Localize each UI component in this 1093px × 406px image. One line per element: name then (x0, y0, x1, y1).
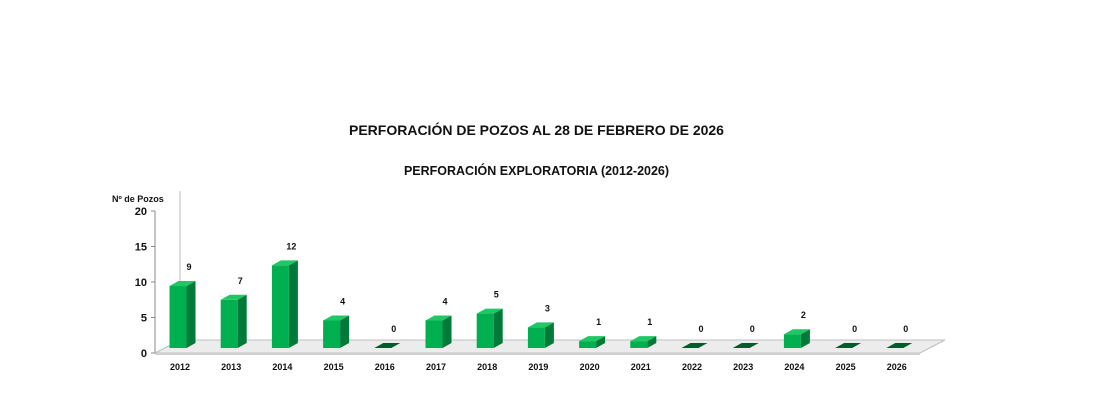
data-label: 12 (286, 241, 296, 251)
chart-title: PERFORACIÓN DE POZOS AL 28 DE FEBRERO DE… (349, 122, 724, 138)
data-label: 9 (186, 262, 191, 272)
x-tick-label: 2018 (477, 362, 497, 372)
bar-zero (681, 343, 708, 348)
x-tick-label: 2019 (528, 362, 548, 372)
bar-top (783, 329, 810, 335)
bar-front (323, 320, 341, 348)
data-label: 1 (596, 317, 601, 327)
x-tick-label: 2016 (375, 362, 395, 372)
data-label: 1 (647, 317, 652, 327)
bar-zero (374, 343, 401, 348)
y-tick-label: 0 (141, 348, 147, 360)
data-label: 3 (545, 303, 550, 313)
bar-side (596, 336, 606, 348)
bar-top (630, 336, 657, 342)
data-label: 4 (340, 296, 345, 306)
bar-side (288, 260, 298, 348)
x-tick-label: 2012 (170, 362, 190, 372)
data-label: 0 (391, 324, 396, 334)
y-axis-label: Nº de Pozos (112, 194, 164, 204)
data-label: 0 (750, 324, 755, 334)
x-tick-label: 2025 (836, 362, 856, 372)
bar-side (647, 336, 657, 348)
bar-front (579, 341, 597, 348)
x-tick-label: 2021 (631, 362, 651, 372)
data-label: 0 (698, 324, 703, 334)
y-tick-label: 20 (135, 206, 147, 218)
bar-top (169, 281, 196, 287)
x-tick-label: 2015 (324, 362, 344, 372)
y-tick-label: 15 (135, 242, 147, 254)
bar-front (169, 286, 187, 348)
floor-edge (155, 353, 920, 355)
bar-side (493, 308, 503, 348)
bar-front (271, 265, 289, 348)
x-tick-label: 2022 (682, 362, 702, 372)
bar-side (442, 315, 452, 348)
y-tick-label: 10 (135, 277, 147, 289)
bar-zero (732, 343, 759, 348)
bar-zero (886, 343, 913, 348)
x-tick-label: 2014 (272, 362, 292, 372)
data-label: 4 (442, 296, 447, 306)
data-label: 2 (801, 310, 806, 320)
data-label: 0 (903, 324, 908, 334)
bar-front (527, 327, 545, 348)
bar-side (237, 294, 247, 348)
bar-front (783, 334, 801, 348)
x-tick-label: 2023 (733, 362, 753, 372)
x-tick-label: 2024 (784, 362, 804, 372)
data-label: 7 (238, 276, 243, 286)
bar-top (579, 336, 606, 342)
bar-side (544, 322, 554, 348)
bar-front (630, 341, 648, 348)
x-tick-label: 2013 (221, 362, 241, 372)
x-tick-label: 2020 (580, 362, 600, 372)
x-tick-label: 2026 (887, 362, 907, 372)
bar-front (220, 299, 238, 348)
bar-top (527, 322, 554, 328)
bar-top (220, 294, 247, 300)
bar-side (800, 329, 810, 348)
bar-side (340, 315, 350, 348)
data-label: 0 (852, 324, 857, 334)
bar-front (425, 320, 443, 348)
bar-side (186, 281, 196, 348)
x-tick-label: 2017 (426, 362, 446, 372)
bar-top (271, 260, 298, 266)
bar-top (323, 315, 350, 321)
bar-top (476, 308, 503, 314)
data-label: 5 (494, 290, 499, 300)
bar-front (476, 313, 494, 348)
chart-subtitle: PERFORACIÓN EXPLORATORIA (2012-2026) (403, 164, 670, 178)
bar-top (425, 315, 452, 321)
y-tick-label: 5 (141, 313, 147, 325)
bar-zero (835, 343, 862, 348)
